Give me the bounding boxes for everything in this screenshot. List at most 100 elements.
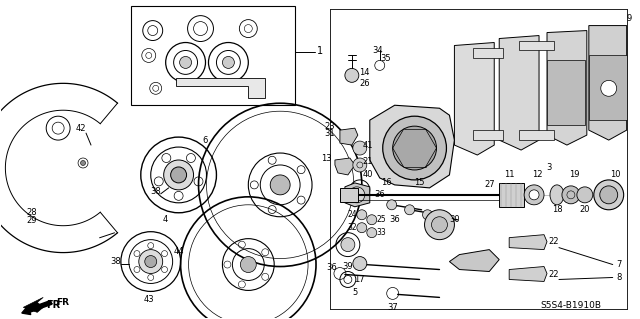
Text: 36: 36 [374, 190, 385, 199]
Text: 36: 36 [389, 215, 400, 224]
Ellipse shape [550, 185, 564, 205]
Bar [519, 130, 554, 140]
Circle shape [383, 116, 447, 180]
Text: 10: 10 [611, 170, 621, 179]
Circle shape [353, 158, 367, 172]
Bar [519, 41, 554, 50]
Circle shape [353, 141, 367, 155]
Circle shape [180, 56, 191, 68]
Text: 22: 22 [548, 237, 559, 246]
Circle shape [387, 200, 397, 210]
Circle shape [431, 217, 447, 233]
Polygon shape [499, 35, 539, 150]
Text: 15: 15 [414, 178, 425, 187]
Text: 44: 44 [173, 247, 184, 256]
Circle shape [81, 160, 86, 166]
Circle shape [164, 160, 193, 190]
Polygon shape [23, 297, 44, 312]
Circle shape [424, 210, 454, 240]
Text: 4: 4 [163, 215, 168, 224]
Circle shape [594, 180, 623, 210]
Text: 38: 38 [150, 187, 161, 197]
Circle shape [345, 68, 359, 82]
Text: 22: 22 [548, 270, 559, 279]
Polygon shape [345, 183, 370, 207]
Circle shape [171, 167, 187, 183]
Text: 16: 16 [381, 178, 392, 187]
Circle shape [562, 186, 580, 204]
Text: 1: 1 [317, 47, 323, 56]
Text: FR: FR [56, 298, 70, 307]
Circle shape [367, 215, 377, 225]
Text: 13: 13 [321, 153, 332, 162]
Circle shape [524, 185, 544, 205]
Circle shape [139, 249, 163, 273]
Circle shape [577, 187, 593, 203]
Text: 42: 42 [76, 124, 86, 133]
Polygon shape [370, 105, 454, 188]
Text: 38: 38 [111, 257, 121, 266]
Text: 24: 24 [347, 210, 356, 219]
Text: 34: 34 [372, 46, 383, 55]
Text: 43: 43 [143, 295, 154, 304]
Text: 25: 25 [377, 215, 387, 224]
Text: 3: 3 [547, 163, 552, 173]
Polygon shape [547, 31, 587, 145]
Circle shape [404, 205, 415, 215]
Text: 8: 8 [616, 273, 621, 282]
Bar [474, 130, 503, 140]
Text: 23: 23 [324, 122, 335, 131]
Text: 29: 29 [26, 216, 36, 225]
Text: 39: 39 [342, 262, 353, 271]
Circle shape [145, 256, 157, 268]
Text: FR: FR [46, 300, 60, 310]
Bar [499, 183, 524, 207]
Text: 12: 12 [532, 170, 542, 179]
Circle shape [349, 187, 365, 203]
Text: 19: 19 [568, 170, 579, 179]
Polygon shape [340, 128, 358, 145]
Circle shape [367, 228, 377, 238]
Text: 9: 9 [626, 14, 631, 23]
Polygon shape [335, 158, 355, 175]
Text: 11: 11 [504, 170, 515, 179]
Circle shape [393, 126, 436, 170]
Circle shape [270, 175, 290, 195]
Bar [474, 48, 503, 58]
Text: 26: 26 [360, 79, 370, 88]
Text: 41: 41 [362, 141, 373, 150]
Circle shape [601, 80, 617, 96]
Polygon shape [454, 42, 494, 155]
Circle shape [600, 186, 618, 204]
Text: 37: 37 [387, 303, 398, 312]
Circle shape [223, 56, 234, 68]
Text: 6: 6 [203, 136, 208, 145]
Text: 36: 36 [326, 263, 337, 272]
Text: S5S4-B1910B: S5S4-B1910B [540, 301, 602, 310]
Circle shape [357, 223, 367, 233]
Circle shape [353, 256, 367, 271]
Text: 27: 27 [484, 180, 495, 189]
Text: 35: 35 [380, 54, 391, 63]
Text: 40: 40 [362, 170, 373, 179]
Text: 33: 33 [377, 228, 387, 237]
Text: 21: 21 [362, 158, 373, 167]
Circle shape [241, 256, 256, 272]
Text: 18: 18 [552, 205, 563, 214]
Text: 30: 30 [449, 215, 460, 224]
Bar [589, 56, 627, 120]
Text: 28: 28 [26, 208, 36, 217]
Text: 31: 31 [324, 129, 335, 137]
Circle shape [529, 190, 539, 200]
Text: 32: 32 [347, 223, 356, 232]
Text: 5: 5 [352, 288, 358, 297]
Text: 14: 14 [360, 68, 370, 77]
Circle shape [357, 210, 367, 220]
Text: 17: 17 [355, 275, 365, 284]
FancyArrow shape [22, 300, 52, 315]
Text: 20: 20 [580, 205, 590, 214]
Bar [547, 60, 585, 125]
Bar [340, 188, 358, 202]
Polygon shape [589, 26, 627, 140]
Bar [131, 6, 295, 105]
